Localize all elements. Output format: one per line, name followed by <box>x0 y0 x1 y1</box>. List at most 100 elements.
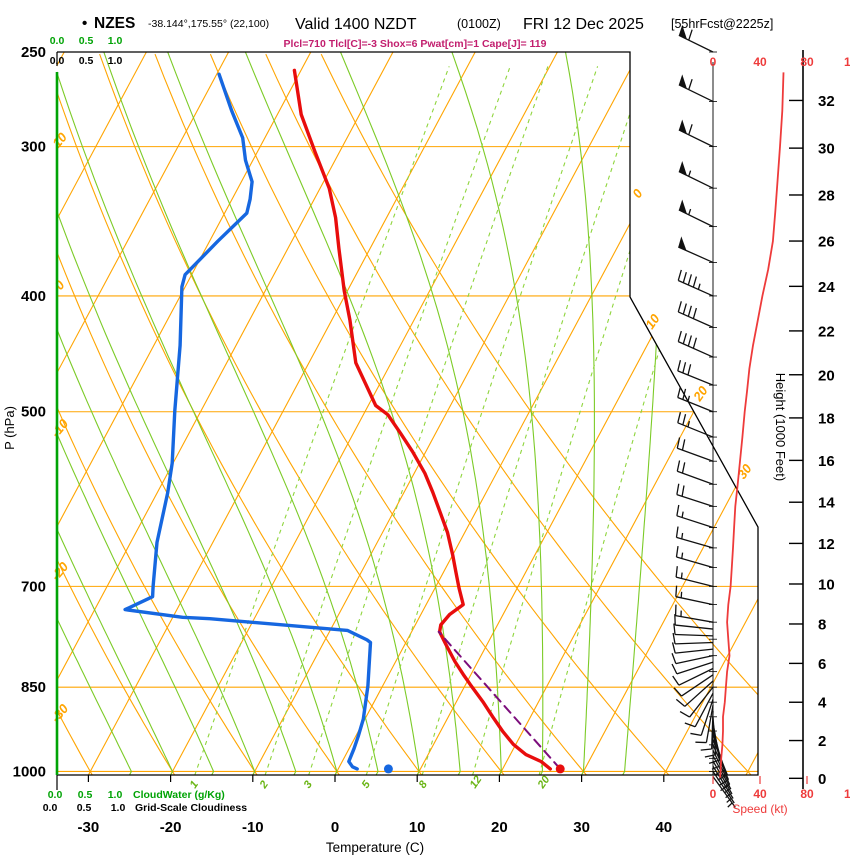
temperature-tick-label: 20 <box>491 819 508 836</box>
moist-adiabat-line <box>622 52 665 775</box>
moist-adiabat-line <box>57 52 133 775</box>
pressure-tick-label: 500 <box>21 404 46 421</box>
wind-barb-full <box>675 566 678 578</box>
wind-barb-half <box>680 572 683 579</box>
wind-barb-full <box>690 732 702 736</box>
moist-adiabat-line <box>564 52 595 775</box>
wind-barb-full <box>687 274 692 286</box>
isotherm-line <box>663 52 758 775</box>
wind-barb-full <box>677 411 682 423</box>
height-tick-label: 28 <box>818 187 835 204</box>
wind-barb <box>690 699 714 736</box>
dewpoint-curve <box>123 72 373 771</box>
wind-barb-full <box>684 722 696 728</box>
wind-barb-pennant <box>678 119 687 134</box>
wind-barb-full <box>671 663 678 675</box>
isotherm-label: 0 <box>629 186 646 201</box>
wind-barb-full <box>688 29 693 41</box>
cloudwater-scale-0: 0.0 <box>48 789 63 801</box>
cloudiness-scale-1: 1.0 <box>108 55 123 67</box>
wind-barb <box>679 686 714 718</box>
isotherm-line <box>87 52 476 775</box>
speed-tick-label-bottom: 0 <box>710 787 717 801</box>
wind-barb <box>678 236 714 264</box>
wind-barb <box>674 614 714 630</box>
wind-barb-staff <box>678 84 714 103</box>
wind-speed-curve <box>719 72 785 778</box>
wind-barb-full <box>692 276 698 288</box>
plot-border <box>56 51 759 790</box>
wind-barb <box>672 632 714 645</box>
wind-barb <box>676 483 714 507</box>
wind-barb-staff <box>712 765 734 799</box>
moist-adiabat-line <box>57 52 256 775</box>
wind-barb-full <box>681 439 686 451</box>
isotherm-label: 30 <box>734 461 755 482</box>
background-grid <box>57 52 758 775</box>
wind-barb <box>675 526 714 549</box>
wind-barb <box>677 330 714 358</box>
height-tick-label: 24 <box>818 279 835 296</box>
wind-barb-full <box>675 526 679 538</box>
wind-barb-half <box>727 802 733 808</box>
wind-barb <box>677 301 714 328</box>
wind-barb-half <box>688 170 692 177</box>
speed-tick-label-bottom: 120 <box>844 787 850 801</box>
wind-barb <box>675 680 714 707</box>
temperature-tick-label: 10 <box>409 819 426 836</box>
wind-panel <box>671 24 804 808</box>
surface-temperature-dot <box>555 764 565 774</box>
wind-barb-staff <box>712 771 735 804</box>
cloudiness-scale-1: 1.0 <box>111 802 126 814</box>
dry-adiabat-label: 10 <box>49 129 70 150</box>
wind-barb-staff <box>684 680 714 707</box>
wind-barb <box>677 269 714 297</box>
isotherm-line <box>252 52 641 775</box>
speed-tick-label-top: 80 <box>800 55 814 69</box>
dry-adiabat-line <box>154 53 587 775</box>
mixing-ratio-label: 3 <box>302 779 315 791</box>
speed-tick-label-top: 120 <box>844 55 850 69</box>
wind-barb <box>677 411 714 438</box>
pressure-axis-title: P (hPa) <box>2 406 17 450</box>
mixing-ratio-line <box>365 66 599 775</box>
dry-adiabat-label: 0 <box>51 277 68 293</box>
wind-barb <box>678 199 714 228</box>
wind-barb-full <box>676 504 680 516</box>
wind-barb <box>672 667 714 686</box>
wind-barb <box>674 604 714 623</box>
mixing-ratio-label: 20 <box>535 773 553 791</box>
moist-adiabat-line <box>57 52 338 775</box>
wind-barb-half <box>725 793 731 799</box>
wind-barb-full <box>679 711 690 718</box>
wind-barb-full <box>687 305 692 317</box>
height-tick-label: 30 <box>818 141 835 158</box>
wind-barb-full <box>692 307 698 319</box>
pressure-tick-label: 700 <box>21 578 46 595</box>
wind-barb-half <box>681 532 684 540</box>
parcel-path-dashed <box>437 630 562 770</box>
isotherm-line <box>57 52 230 775</box>
cloud-scale-top: 0.0 0.5 1.0 0.0 0.5 1.0 <box>50 35 123 67</box>
moist-adiabat-line <box>57 52 215 775</box>
wind-barb-staff <box>676 515 714 529</box>
wind-barb-full <box>677 301 682 313</box>
wind-barb <box>671 653 714 665</box>
wind-barb-staff <box>675 633 714 637</box>
height-axis-title: Height (1000 Feet) <box>773 373 788 481</box>
wind-barb-full <box>700 748 712 751</box>
wind-barb-full <box>682 303 687 315</box>
mixing-ratio-line <box>264 66 511 775</box>
wind-barb-staff <box>678 170 714 189</box>
dry-adiabat-line <box>57 53 423 775</box>
wind-barb-staff <box>675 614 714 623</box>
sounding-curves <box>55 68 565 775</box>
height-tick-label: 6 <box>818 656 826 673</box>
wind-barb-pennant <box>678 199 687 214</box>
wind-barb-full <box>677 269 682 281</box>
wind-barb-staff <box>681 674 714 697</box>
forecast-reference: [55hrFcst@2225z] <box>671 17 773 31</box>
mixing-ratio-label: 8 <box>417 778 431 791</box>
wind-barb-staff <box>678 246 714 264</box>
cloudwater-scale-05: 0.5 <box>79 35 94 47</box>
